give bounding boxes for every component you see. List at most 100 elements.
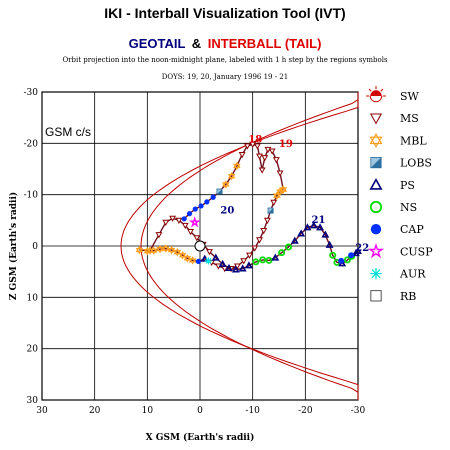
ps-marker: [290, 236, 299, 244]
marker-ms: [260, 228, 268, 235]
marker-ms: [193, 235, 201, 242]
ms-marker: [169, 215, 177, 222]
cap-marker: [186, 211, 193, 217]
marker-ps: [231, 265, 240, 273]
ps-marker: [231, 265, 240, 273]
cap-marker: [348, 252, 355, 259]
ms-marker: [253, 143, 261, 150]
subtitle-amp: &: [192, 36, 201, 51]
mbl-marker-b: [156, 246, 164, 254]
mbl-marker-a: [222, 180, 230, 187]
marker-ms: [175, 217, 183, 224]
marker-cap: [370, 224, 382, 235]
marker-ps: [211, 253, 220, 261]
hour-label: 22: [355, 243, 369, 254]
marker-ms: [256, 237, 263, 244]
marker-mbl: [369, 132, 383, 148]
ps-marker: [225, 263, 233, 271]
mbl-marker-b: [279, 187, 287, 194]
frame-label: GSM c/s: [45, 125, 91, 139]
marker-mbl: [273, 191, 281, 201]
legend: SW MS MBL LOBS PS NS CAP CUSP AUR RB: [366, 86, 433, 303]
marker-cap: [338, 257, 345, 264]
ps-marker: [303, 223, 312, 231]
marker-ms: [369, 113, 383, 125]
ms-marker: [256, 237, 263, 244]
legend-item-aur: AUR: [370, 268, 426, 281]
ps-marker: [238, 264, 247, 272]
x-tick-label: 0: [197, 406, 203, 416]
marker-ms: [246, 252, 253, 259]
marker-cap: [198, 203, 204, 209]
mbl-marker-b: [227, 174, 236, 181]
subtitle: GEOTAIL & INTERBALL (TAIL): [129, 36, 322, 51]
marker-ms: [264, 146, 272, 154]
cap-marker: [181, 216, 187, 222]
marker-ns: [329, 251, 337, 259]
sw-marker-ray: [368, 88, 372, 92]
mbl-marker-b: [135, 247, 144, 255]
mbl-marker-b: [222, 182, 230, 189]
y-tick-label: 30: [27, 396, 39, 406]
marker-cap: [204, 199, 210, 205]
region-markers: [135, 141, 362, 273]
subtitle-interball: INTERBALL (TAIL): [208, 36, 322, 51]
marker-aur: [370, 267, 382, 280]
mbl-marker-b: [161, 246, 170, 253]
marker-ms: [238, 152, 246, 159]
marker-ps: [245, 261, 253, 269]
ms-marker: [272, 157, 280, 164]
marker-mbl: [222, 180, 230, 189]
ms-marker: [251, 245, 259, 252]
legend-label: CUSP: [400, 245, 433, 258]
page-title: IKI - Interball Visualization Tool (IVT): [104, 5, 345, 21]
ns-marker: [284, 243, 292, 251]
grid-lines: [42, 92, 358, 400]
ms-marker: [206, 249, 213, 256]
ms-marker: [270, 199, 278, 206]
legend-item-cusp: CUSP: [367, 242, 433, 258]
marker-ps: [316, 223, 325, 231]
marker-ps: [271, 253, 280, 261]
legend-label: AUR: [399, 268, 426, 281]
ms-marker: [243, 143, 251, 150]
marker-ms: [169, 215, 177, 222]
legend-label: SW: [400, 90, 420, 103]
x-tick-label: -30: [351, 406, 366, 416]
mbl-marker-a: [146, 246, 154, 253]
marker-ms: [155, 232, 163, 239]
marker-lobs: [370, 156, 382, 169]
x-tick-label: 10: [142, 406, 154, 416]
legend-label: RB: [400, 290, 416, 303]
ms-marker: [162, 219, 170, 227]
ns-marker: [329, 251, 337, 259]
legend-label: NS: [400, 201, 417, 214]
marker-cap: [192, 206, 198, 212]
y-tick-label: 0: [32, 242, 38, 252]
mbl-marker-b: [369, 136, 383, 148]
marker-sw: [366, 86, 386, 103]
mbl-marker-b: [178, 253, 187, 260]
legend-item-rb: RB: [370, 290, 416, 303]
sw-marker-top: [370, 90, 382, 96]
marker-ms: [253, 143, 261, 150]
ms-marker: [246, 252, 253, 259]
marker-ns: [343, 256, 351, 264]
mbl-marker-a: [273, 191, 281, 198]
x-tick-label: -20: [298, 406, 313, 416]
ms-marker: [175, 217, 183, 224]
mbl-marker-a: [183, 254, 192, 261]
ms-marker: [276, 170, 284, 177]
x-tick-labels: 30 20 10 0 -10 -20 -30: [36, 406, 365, 416]
y-tick-label: 10: [27, 293, 39, 303]
marker-ps: [369, 177, 383, 190]
marker-mbl: [279, 185, 287, 194]
ns-marker: [369, 200, 383, 214]
sw-marker-ray: [380, 88, 384, 92]
legend-item-sw: SW: [366, 86, 420, 103]
marker-ps: [321, 230, 330, 238]
rb-marker: [370, 290, 382, 302]
marker-ns: [252, 258, 260, 266]
marker-ms: [268, 148, 276, 155]
